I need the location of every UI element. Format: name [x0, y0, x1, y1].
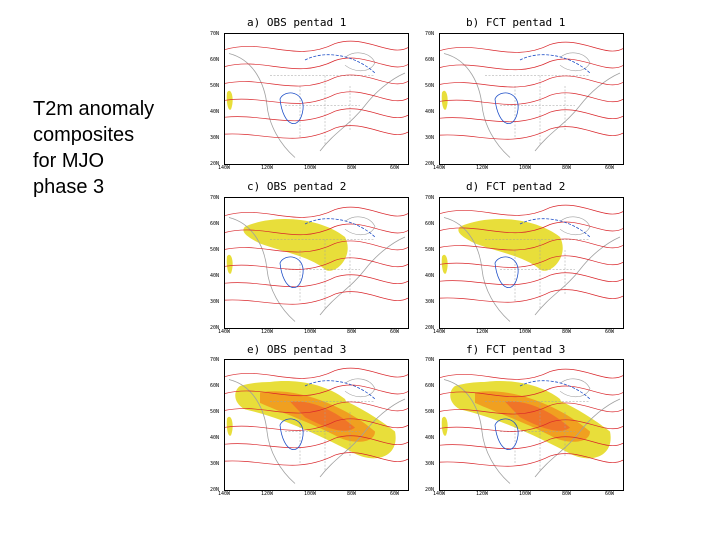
- map-panel-3: [224, 197, 409, 329]
- lat-label: 20N: [210, 161, 220, 167]
- caption-line-4: phase 3: [33, 176, 105, 198]
- lon-label: 140W: [433, 491, 446, 497]
- lon-label: 60W: [605, 165, 615, 171]
- panel-title-4: d) FCT pentad 2: [466, 180, 566, 193]
- lon-label: 80W: [562, 491, 572, 497]
- lat-label: 30N: [210, 461, 220, 467]
- lat-label: 50N: [425, 409, 435, 415]
- panel-title-5: e) OBS pentad 3: [247, 343, 347, 356]
- lon-label: 120W: [476, 491, 489, 497]
- lat-label: 70N: [425, 195, 435, 201]
- lat-label: 40N: [425, 273, 435, 279]
- lat-label: 70N: [425, 31, 435, 37]
- lat-label: 30N: [425, 135, 435, 141]
- map-plot-4: [440, 204, 623, 322]
- lat-label: 60N: [210, 383, 220, 389]
- lon-label: 100W: [304, 329, 317, 335]
- map-panel-5: [224, 359, 409, 491]
- lat-label: 50N: [425, 247, 435, 253]
- map-panel-2: [439, 33, 624, 165]
- lat-label: 60N: [210, 57, 220, 63]
- lon-label: 100W: [519, 491, 532, 497]
- lat-label: 20N: [425, 161, 435, 167]
- lon-label: 120W: [476, 165, 489, 171]
- lat-label: 30N: [210, 135, 220, 141]
- lat-label: 20N: [425, 487, 435, 493]
- lat-label: 50N: [210, 247, 220, 253]
- map-plot-2: [440, 41, 623, 158]
- lon-label: 120W: [476, 329, 489, 335]
- lon-label: 80W: [347, 491, 357, 497]
- lon-label: 60W: [605, 491, 615, 497]
- lat-label: 50N: [210, 409, 220, 415]
- map-plot-5: [225, 367, 408, 484]
- panel-title-2: b) FCT pentad 1: [466, 16, 566, 29]
- lat-label: 60N: [425, 383, 435, 389]
- lon-label: 100W: [519, 165, 532, 171]
- map-plot-1: [225, 40, 408, 158]
- lon-label: 140W: [218, 491, 231, 497]
- lon-label: 60W: [390, 329, 400, 335]
- lon-label: 140W: [433, 329, 446, 335]
- lat-label: 40N: [425, 109, 435, 115]
- panel-title-1: a) OBS pentad 1: [247, 16, 347, 29]
- lon-label: 80W: [347, 165, 357, 171]
- lat-label: 70N: [210, 195, 220, 201]
- lon-label: 100W: [519, 329, 532, 335]
- map-plot-3: [225, 206, 408, 322]
- map-plot-6: [440, 368, 623, 484]
- lon-label: 140W: [218, 165, 231, 171]
- lat-label: 40N: [210, 435, 220, 441]
- lon-label: 100W: [304, 165, 317, 171]
- lat-label: 40N: [210, 109, 220, 115]
- lat-label: 20N: [210, 487, 220, 493]
- lon-label: 120W: [261, 329, 274, 335]
- slide-caption: T2m anomaly composites for MJO phase 3: [33, 96, 203, 200]
- lat-label: 50N: [210, 83, 220, 89]
- map-panel-4: [439, 197, 624, 329]
- lon-label: 100W: [304, 491, 317, 497]
- lon-label: 140W: [218, 329, 231, 335]
- lon-label: 120W: [261, 165, 274, 171]
- lat-label: 60N: [425, 57, 435, 63]
- panel-title-3: c) OBS pentad 2: [247, 180, 347, 193]
- lat-label: 60N: [425, 221, 435, 227]
- lat-label: 20N: [425, 325, 435, 331]
- caption-line-1: T2m anomaly: [33, 98, 155, 120]
- caption-line-3: for MJO: [33, 150, 105, 172]
- lat-label: 40N: [425, 435, 435, 441]
- lon-label: 140W: [433, 165, 446, 171]
- panel-title-6: f) FCT pentad 3: [466, 343, 566, 356]
- lon-label: 80W: [347, 329, 357, 335]
- lat-label: 40N: [210, 273, 220, 279]
- lon-label: 60W: [390, 165, 400, 171]
- lat-label: 30N: [425, 461, 435, 467]
- lat-label: 20N: [210, 325, 220, 331]
- lat-label: 70N: [425, 357, 435, 363]
- lat-label: 50N: [425, 83, 435, 89]
- map-panel-1: [224, 33, 409, 165]
- map-panel-6: [439, 359, 624, 491]
- lon-label: 80W: [562, 329, 572, 335]
- lat-label: 30N: [210, 299, 220, 305]
- caption-line-2: composites: [33, 124, 135, 146]
- lon-label: 60W: [390, 491, 400, 497]
- lat-label: 70N: [210, 357, 220, 363]
- lat-label: 30N: [425, 299, 435, 305]
- lon-label: 80W: [562, 165, 572, 171]
- lat-label: 70N: [210, 31, 220, 37]
- lat-label: 60N: [210, 221, 220, 227]
- lon-label: 120W: [261, 491, 274, 497]
- lon-label: 60W: [605, 329, 615, 335]
